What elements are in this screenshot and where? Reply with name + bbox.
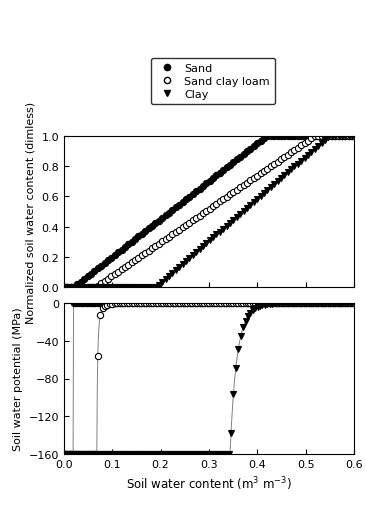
- Legend: Sand, Sand clay loam, Clay: Sand, Sand clay loam, Clay: [151, 59, 275, 105]
- X-axis label: Soil water content (m$^3$ m$^{-3}$): Soil water content (m$^3$ m$^{-3}$): [126, 475, 292, 492]
- Y-axis label: Normalized soil water content (dimless): Normalized soil water content (dimless): [26, 102, 36, 323]
- Y-axis label: Soil water potential (MPa): Soil water potential (MPa): [13, 307, 23, 450]
